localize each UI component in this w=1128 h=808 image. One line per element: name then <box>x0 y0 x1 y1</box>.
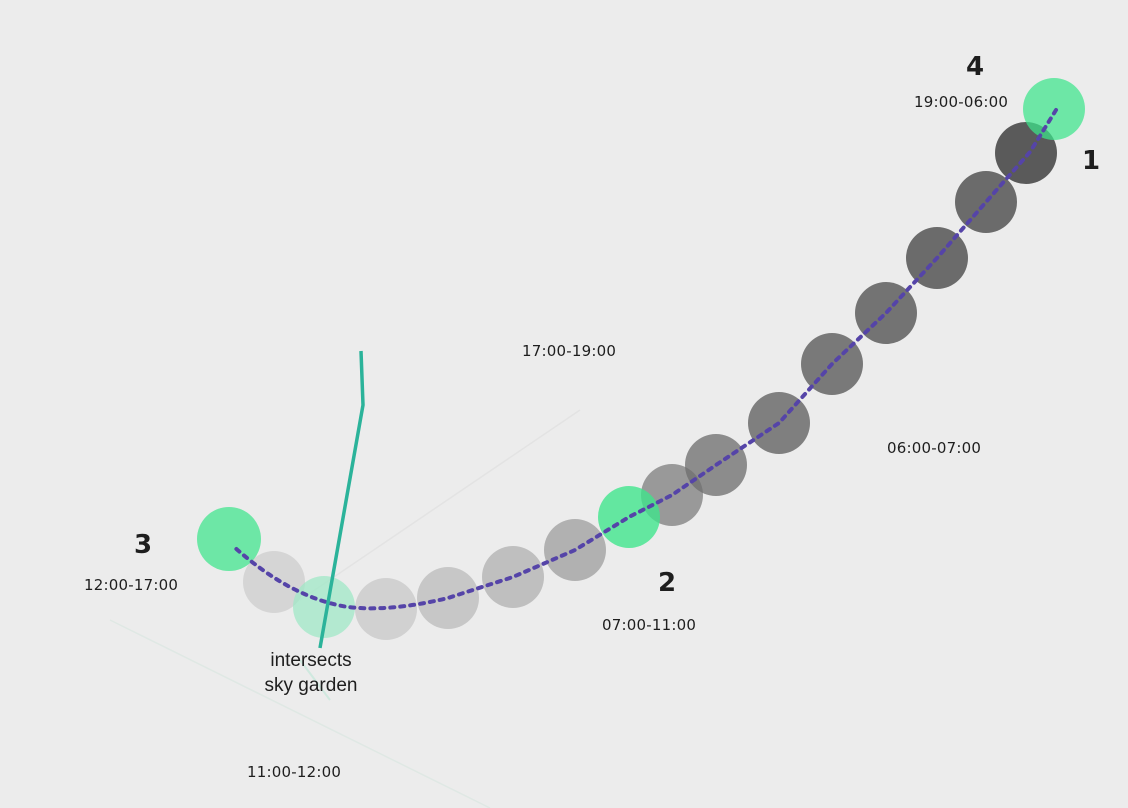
highlight-markers <box>197 78 1085 638</box>
time-label-1100-1200: 11:00-12:00 <box>247 763 342 781</box>
sky-garden-circle <box>293 576 355 638</box>
sun-path-line <box>230 108 1058 611</box>
sky-garden-line <box>318 350 365 649</box>
faint-guide-line <box>299 659 331 701</box>
marker-number-2: 2 <box>658 568 677 598</box>
marker-circle-2 <box>598 486 660 548</box>
annotation-line-2: sky garden <box>264 675 358 696</box>
faint-guide-line <box>109 619 491 808</box>
hour-circles <box>243 122 1057 640</box>
marker-number-1: 1 <box>1082 146 1101 176</box>
marker-number-3: 3 <box>134 530 153 560</box>
hour-circle <box>995 122 1057 184</box>
marker-circle-4 <box>1023 78 1085 140</box>
annotation-line-1: intersects <box>270 650 352 671</box>
marker-time-2: 07:00-11:00 <box>602 616 697 634</box>
hour-circle <box>355 578 417 640</box>
marker-time-4: 19:00-06:00 <box>914 93 1009 111</box>
hour-circle <box>482 546 544 608</box>
marker-time-3: 12:00-17:00 <box>84 576 179 594</box>
sky-garden-annotation: intersects sky garden <box>246 648 376 698</box>
marker-number-4: 4 <box>966 52 985 82</box>
time-label-0600-0700: 06:00-07:00 <box>887 439 982 457</box>
time-label-1700-1900: 17:00-19:00 <box>522 342 617 360</box>
faint-guide-line <box>299 409 581 601</box>
